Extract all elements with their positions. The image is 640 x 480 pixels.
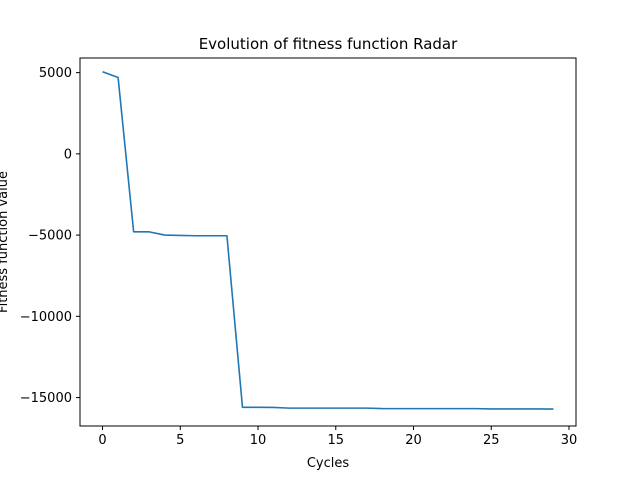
y-tick-label-0: 0	[64, 147, 72, 162]
y-tick-label--10000: −10000	[20, 310, 72, 325]
x-tick-label-15: 15	[328, 433, 345, 448]
x-tick-label-20: 20	[405, 433, 422, 448]
x-tick-label-10: 10	[250, 433, 267, 448]
series-line-0	[102, 71, 554, 410]
y-axis-label: Fitness function value	[0, 171, 11, 313]
y-tick-label--15000: −15000	[20, 391, 72, 406]
y-tick-label-5000: 5000	[39, 66, 72, 81]
x-tick-label-0: 0	[98, 433, 106, 448]
axes-frame	[79, 57, 577, 427]
x-axis-label: Cycles	[307, 456, 350, 471]
y-tick-label--5000: −5000	[28, 229, 72, 244]
x-tick-label-5: 5	[176, 433, 184, 448]
plot-area: 0 5 10 15 20 25 30 5000 0 −5000 −10000 −15000	[20, 57, 578, 448]
chart-title: Evolution of fitness function Radar	[199, 35, 458, 53]
x-tick-label-30: 30	[561, 433, 578, 448]
x-tick-label-25: 25	[483, 433, 500, 448]
